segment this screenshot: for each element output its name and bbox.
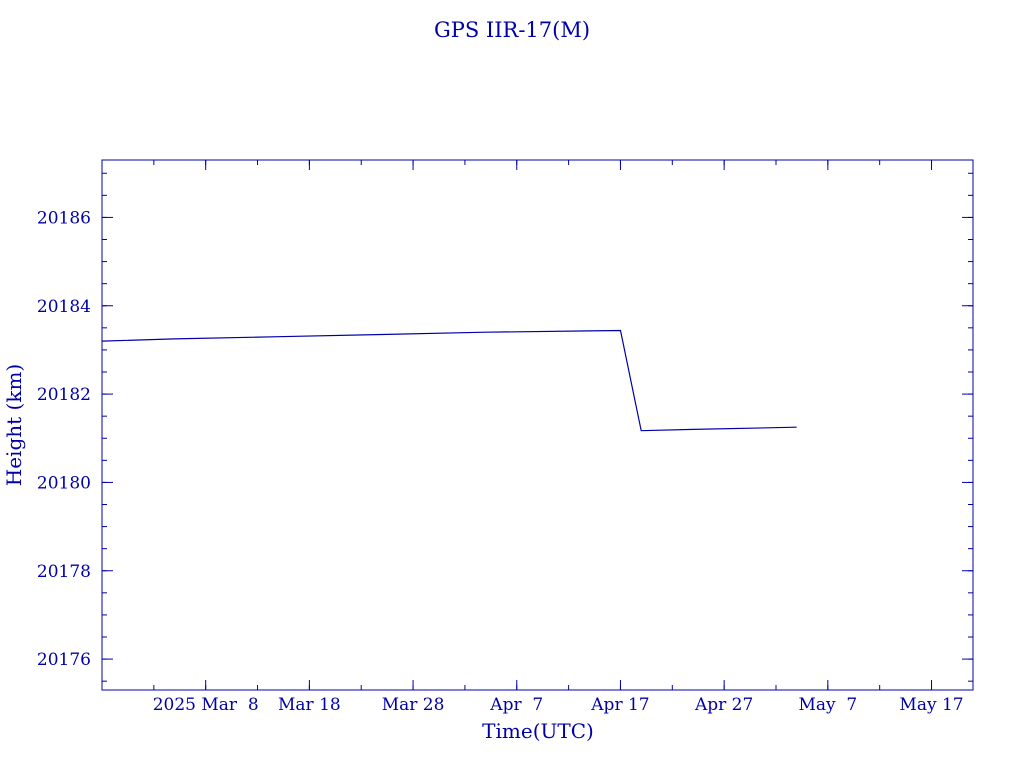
y-tick-label: 20178 [37, 562, 91, 582]
y-axis-title: Height (km) [2, 364, 26, 486]
y-tick-label: 20180 [37, 473, 91, 493]
x-tick-label: Mar 28 [382, 695, 445, 715]
x-tick-label: May 17 [899, 695, 963, 715]
x-tick-label: May 7 [798, 695, 857, 715]
x-tick-label: Apr 17 [590, 695, 649, 715]
plot-frame [101, 159, 974, 691]
y-tick-label: 20182 [37, 385, 91, 405]
y-tick-label: 20186 [37, 208, 91, 228]
y-tick-label: 20184 [37, 297, 91, 317]
y-tick-label: 20176 [37, 650, 91, 670]
chart-title: GPS IIR-17(M) [434, 18, 590, 42]
x-axis-title: Time(UTC) [482, 719, 594, 743]
x-tick-label: Mar 18 [278, 695, 341, 715]
x-tick-label: Apr 27 [694, 695, 753, 715]
x-tick-label: Apr 7 [489, 695, 543, 715]
series-line [101, 329, 797, 432]
x-tick-label: 2025 Mar 8 [153, 695, 259, 715]
plot-area: 2025 Mar 8 Mar 18 Mar 28 Apr 7 Apr 17 Apr 27 M… [37, 159, 974, 715]
